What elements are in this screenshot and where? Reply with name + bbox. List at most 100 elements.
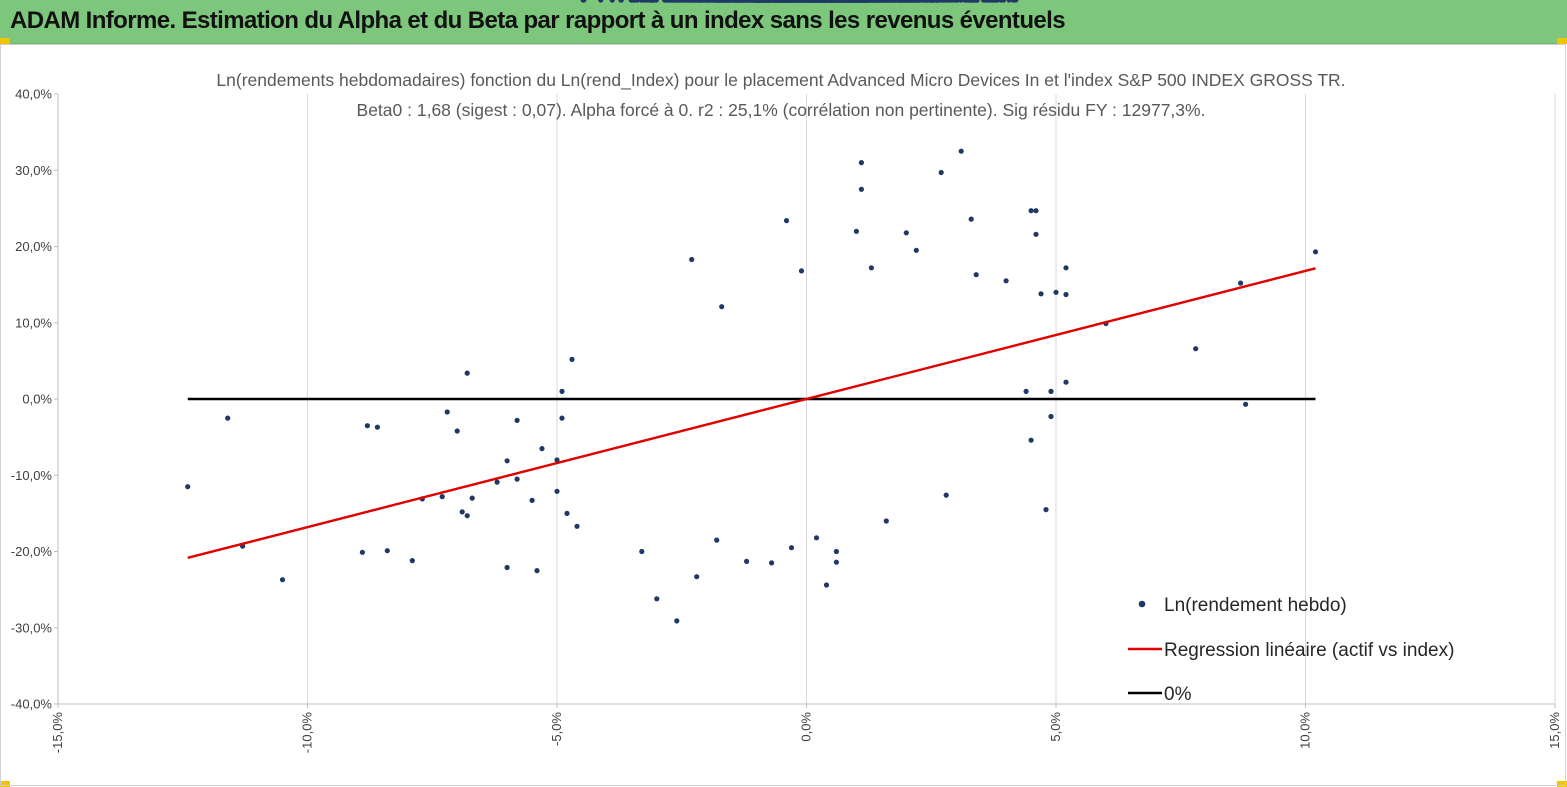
scatter-point: [998, 0, 1004, 3]
scatter-point: [464, 370, 470, 376]
scatter-point: [559, 415, 565, 421]
scatter-point: [459, 509, 465, 515]
scatter-point: [744, 558, 750, 565]
scatter-point: [788, 545, 795, 551]
y-tick-label: 20,0%: [15, 239, 52, 254]
x-tick-label: 5,0%: [1048, 712, 1063, 742]
y-tick-label: 0,0%: [22, 392, 52, 407]
scatter-point: [807, 0, 813, 3]
scatter-point: [817, 0, 823, 3]
scatter-point: [680, 0, 686, 3]
scatter-point: [789, 0, 795, 3]
scatter-point: [1243, 401, 1249, 407]
scatter-point: [981, 0, 987, 3]
scatter-point: [990, 0, 996, 3]
scatter-point: [1312, 249, 1319, 255]
scatter-point: [384, 548, 390, 554]
scatter-point: [464, 513, 470, 519]
scatter-point: [664, 0, 670, 3]
scatter-point: [689, 256, 695, 263]
scatter-point: [1023, 388, 1029, 394]
scatter-point: [639, 548, 645, 555]
scatter-point: [762, 0, 769, 3]
scatter-point: [705, 0, 711, 3]
scatter-point: [716, 0, 722, 3]
x-tick-label: -15,0%: [50, 712, 65, 754]
scatter-point: [454, 428, 460, 434]
scatter-point: [883, 518, 889, 524]
scatter-point: [653, 0, 659, 3]
scatter-point: [469, 495, 475, 501]
legend: Ln(rendement hebdo) Regression linéaire …: [1128, 595, 1454, 705]
scatter-point: [941, 0, 947, 3]
scatter-point: [813, 535, 820, 541]
legend-label-zero: 0%: [1164, 684, 1192, 705]
scatter-point: [359, 549, 365, 555]
scatter-point: [504, 564, 510, 571]
legend-label-regression: Regression linéaire (actif vs index): [1164, 640, 1454, 661]
scatter-point: [694, 574, 700, 580]
scatter-point: [676, 0, 682, 3]
scatter-point: [858, 160, 865, 166]
scatter-point: [916, 0, 922, 3]
scatter-point: [958, 148, 964, 154]
scatter-point: [534, 568, 540, 574]
scatter-point: [580, 0, 586, 3]
scatter-point: [225, 415, 231, 421]
scatter-point: [279, 577, 286, 583]
scatter-point: [494, 479, 500, 485]
scatter-point: [564, 510, 570, 516]
scatter-point: [609, 0, 615, 3]
x-tick-label: 15,0%: [1547, 712, 1562, 749]
legend-marker-points: [1138, 600, 1146, 608]
scatter-point: [700, 0, 706, 3]
corner-marker-bottom-right: [1557, 781, 1567, 787]
scatter-point: [374, 424, 380, 430]
x-tick-label: 0,0%: [799, 712, 814, 742]
y-tick-label: 40,0%: [15, 87, 52, 102]
scatter-point: [1028, 208, 1034, 214]
x-tick-labels: -15,0% -10,0% -5,0% 0,0% 5,0% 10,0% 15,0%: [50, 704, 1562, 753]
chart-title-line1: Ln(rendements hebdomadaires) fonction du…: [216, 70, 1345, 91]
scatter-point: [948, 0, 954, 3]
scatter-point: [903, 230, 909, 236]
scatter-point: [628, 0, 634, 3]
scatter-point: [754, 0, 760, 3]
scatter-point: [798, 268, 805, 274]
scatter-point: [943, 492, 949, 498]
scatter-point: [769, 560, 775, 566]
scatter-point: [730, 0, 736, 3]
scatter-point: [776, 0, 782, 3]
header-title: ADAM Informe. Estimation du Alpha et du …: [10, 7, 1066, 34]
scatter-point: [559, 388, 565, 394]
scatter-point: [833, 548, 840, 555]
scatter-point: [618, 0, 624, 3]
scatter-point: [714, 537, 720, 543]
legend-label-points: Ln(rendement hebdo): [1164, 595, 1347, 616]
scatter-point: [801, 0, 807, 3]
scatter-point: [1048, 413, 1054, 420]
scatter-point: [654, 596, 660, 602]
scatter-point: [955, 0, 961, 3]
scatter-point: [783, 218, 790, 224]
scatter-point: [574, 523, 580, 529]
scatter-point: [1053, 289, 1059, 295]
scatter-point: [1010, 0, 1016, 3]
scatter-point: [670, 0, 677, 3]
scatter-point: [969, 0, 975, 3]
scatter-point: [598, 0, 604, 3]
scatter-point: [812, 0, 818, 3]
scatter-point: [1063, 265, 1069, 271]
scatter-point: [409, 558, 415, 564]
scatter-point: [514, 476, 520, 482]
y-tick-labels: 40,0% 30,0% 20,0% 10,0% 0,0% -10,0% -20,0% -30,…: [11, 87, 58, 712]
scatter-point: [569, 356, 575, 362]
y-tick-label: -30,0%: [11, 620, 53, 635]
scatter-point: [858, 186, 865, 192]
scatter-point: [1003, 278, 1009, 284]
x-tick-label: 10,0%: [1298, 712, 1313, 749]
scatter-point: [514, 417, 520, 423]
chart-title-line2: Beta0 : 1,68 (sigest : 0,07). Alpha forc…: [357, 100, 1206, 120]
scatter-point: [853, 228, 860, 234]
